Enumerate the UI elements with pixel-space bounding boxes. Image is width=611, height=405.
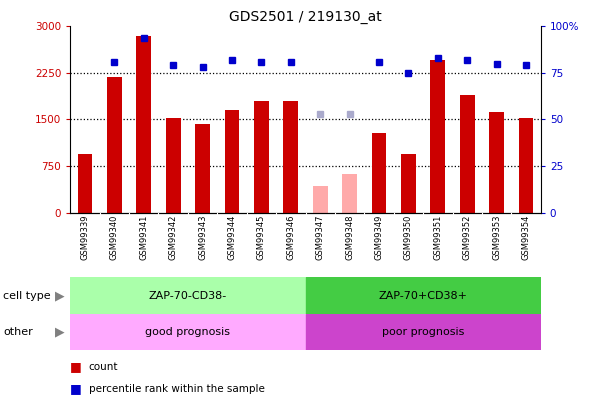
Text: GDS2501 / 219130_at: GDS2501 / 219130_at: [229, 10, 382, 24]
Text: ■: ■: [70, 360, 82, 373]
Text: ▶: ▶: [54, 326, 64, 339]
Bar: [225, 110, 240, 213]
Bar: [371, 133, 386, 213]
Text: GSM99340: GSM99340: [110, 215, 119, 260]
Bar: [70, 277, 306, 314]
Text: other: other: [3, 327, 33, 337]
Text: good prognosis: good prognosis: [145, 327, 230, 337]
Bar: [166, 117, 180, 213]
Bar: [284, 101, 298, 213]
Text: GSM99351: GSM99351: [433, 215, 442, 260]
Bar: [306, 314, 541, 350]
Text: GSM99341: GSM99341: [139, 215, 148, 260]
Text: ZAP-70-CD38-: ZAP-70-CD38-: [148, 291, 227, 301]
Bar: [136, 36, 151, 213]
Text: GSM99343: GSM99343: [198, 215, 207, 260]
Bar: [519, 117, 533, 213]
Bar: [431, 60, 445, 213]
Text: GSM99353: GSM99353: [492, 215, 501, 260]
Bar: [78, 153, 92, 213]
Bar: [401, 153, 415, 213]
Text: GSM99344: GSM99344: [227, 215, 236, 260]
Bar: [460, 95, 475, 213]
Text: GSM99349: GSM99349: [375, 215, 384, 260]
Text: poor prognosis: poor prognosis: [382, 327, 464, 337]
Text: cell type: cell type: [3, 291, 51, 301]
Text: GSM99348: GSM99348: [345, 215, 354, 260]
Text: GSM99345: GSM99345: [257, 215, 266, 260]
Text: GSM99352: GSM99352: [463, 215, 472, 260]
Bar: [306, 277, 541, 314]
Bar: [313, 186, 327, 213]
Bar: [70, 314, 306, 350]
Text: GSM99354: GSM99354: [522, 215, 530, 260]
Bar: [489, 112, 504, 213]
Text: GSM99346: GSM99346: [287, 215, 295, 260]
Text: count: count: [89, 362, 118, 371]
Text: ■: ■: [70, 382, 82, 395]
Text: percentile rank within the sample: percentile rank within the sample: [89, 384, 265, 394]
Text: ZAP-70+CD38+: ZAP-70+CD38+: [379, 291, 467, 301]
Text: ▶: ▶: [54, 289, 64, 302]
Text: GSM99350: GSM99350: [404, 215, 413, 260]
Text: GSM99342: GSM99342: [169, 215, 178, 260]
Bar: [196, 124, 210, 213]
Text: GSM99347: GSM99347: [316, 215, 324, 260]
Text: GSM99339: GSM99339: [81, 215, 89, 260]
Bar: [107, 77, 122, 213]
Bar: [342, 174, 357, 213]
Bar: [254, 101, 269, 213]
